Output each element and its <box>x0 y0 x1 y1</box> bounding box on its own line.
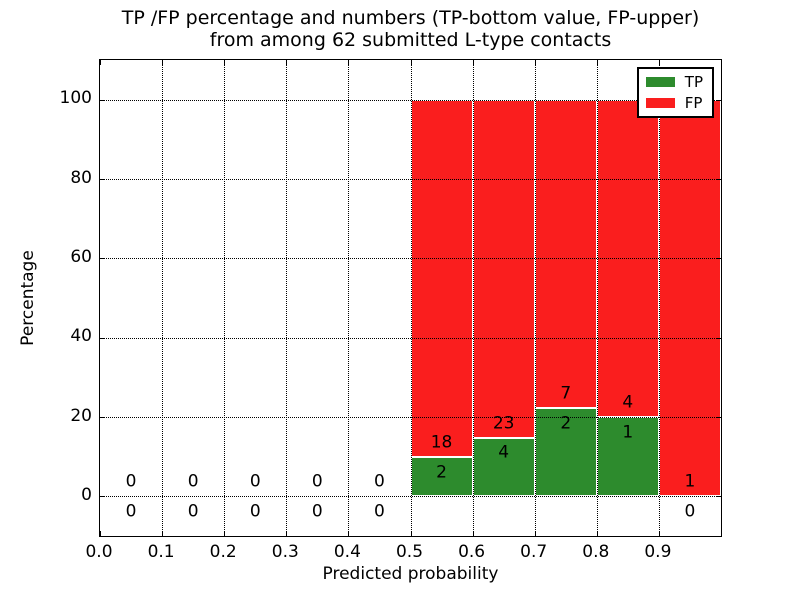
annotation-fp-count: 4 <box>622 392 634 413</box>
x-tick-label: 0.6 <box>458 542 486 562</box>
annotation-tp-count: 0 <box>187 501 199 522</box>
chart-title-line2: from among 62 submitted L-type contacts <box>209 28 612 51</box>
x-tick-label: 0.9 <box>644 542 672 562</box>
bar-fp-segment <box>410 99 473 457</box>
y-tick-label: 100 <box>59 88 92 109</box>
chart-title: TP /FP percentage and numbers (TP-bottom… <box>99 7 722 51</box>
legend-item-tp: TP <box>645 73 703 91</box>
annotation-fp-count: 1 <box>684 471 696 492</box>
annotations-layer: 0 0 0 0 0 0 0 0 0 0 18 2 23 4 7 2 4 1 1 0 <box>100 60 721 536</box>
x-axis-label: Predicted probability <box>322 564 499 584</box>
legend-swatch-fp <box>645 98 675 108</box>
bar-fp-segment <box>472 99 535 438</box>
x-tick-label: 0.5 <box>395 542 424 562</box>
annotation-tp-count: 0 <box>249 501 261 522</box>
bar-fp-segment <box>534 99 597 409</box>
legend-item-fp: FP <box>645 94 703 112</box>
x-tick-label: 0.2 <box>209 542 237 562</box>
annotation-tp-count: 0 <box>125 501 137 522</box>
annotation-fp-count: 0 <box>187 471 199 492</box>
y-tick-label: 20 <box>70 405 92 426</box>
annotation-fp-count: 0 <box>374 471 385 492</box>
annotation-tp-count: 2 <box>560 413 572 434</box>
legend-swatch-tp <box>645 77 675 87</box>
annotation-fp-count: 0 <box>311 471 323 492</box>
y-tick-label: 40 <box>70 326 92 347</box>
annotation-fp-count: 23 <box>492 413 515 434</box>
annotation-tp-count: 2 <box>436 462 447 483</box>
plot-area: 0 0 0 0 0 0 0 0 0 0 18 2 23 4 7 2 4 1 1 0 TP FP <box>99 59 722 537</box>
annotation-fp-count: 7 <box>560 383 572 404</box>
annotation-tp-count: 0 <box>684 501 696 522</box>
legend-label-fp: FP <box>684 94 703 112</box>
annotation-tp-count: 1 <box>622 422 634 443</box>
annotation-tp-count: 0 <box>311 501 323 522</box>
y-axis-label: Percentage <box>18 250 38 346</box>
x-tick-label: 0.8 <box>582 542 610 562</box>
annotation-tp-count: 0 <box>374 501 385 522</box>
chart-title-line1: TP /FP percentage and numbers (TP-bottom… <box>121 7 700 29</box>
x-tick-label: 0.3 <box>271 542 299 562</box>
y-tick-label: 0 <box>81 484 92 505</box>
annotation-fp-count: 0 <box>125 471 137 492</box>
annotation-tp-count: 4 <box>498 442 510 463</box>
bar-tp-segment <box>410 456 473 497</box>
x-tick-label: 0.7 <box>520 542 548 562</box>
x-tick-label: 0.0 <box>85 542 113 562</box>
annotation-fp-count: 18 <box>430 432 453 453</box>
y-tick-label: 80 <box>70 167 92 188</box>
x-tick-label: 0.1 <box>147 542 175 562</box>
x-tick-label: 0.4 <box>333 542 361 562</box>
annotation-fp-count: 0 <box>249 471 261 492</box>
legend-label-tp: TP <box>684 73 703 91</box>
bar-fp-segment <box>596 99 659 417</box>
legend: TP FP <box>636 67 714 118</box>
y-tick-label: 60 <box>70 246 92 267</box>
